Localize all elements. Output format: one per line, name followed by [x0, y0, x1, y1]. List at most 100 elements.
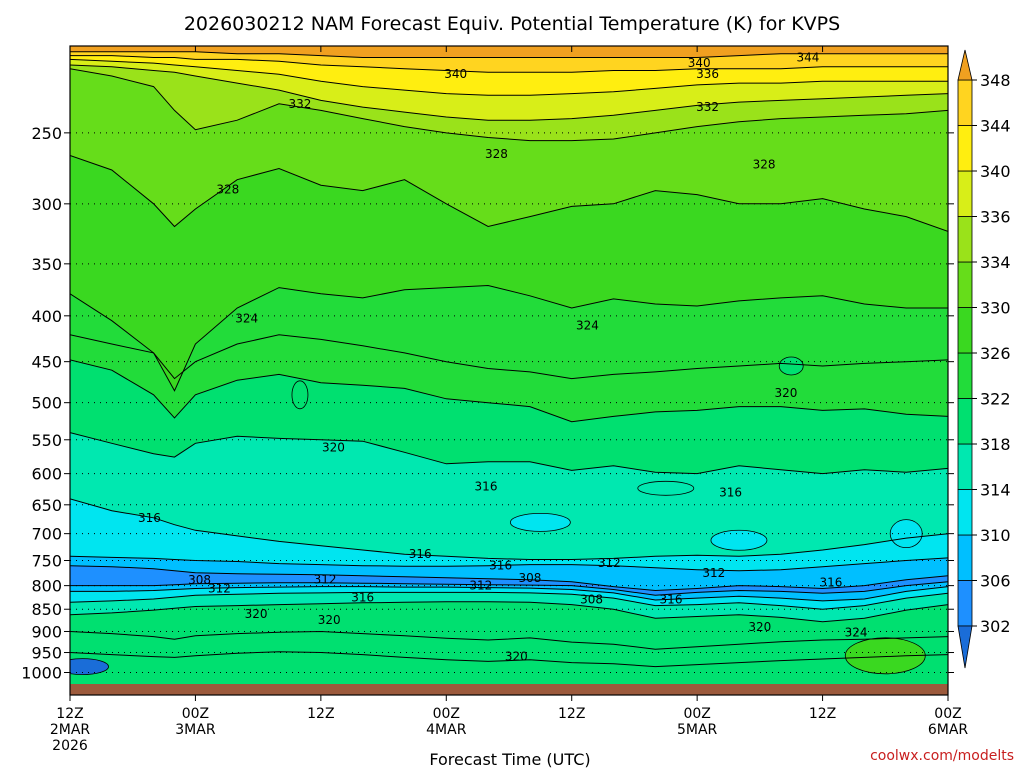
colorbar-segment-11 — [957, 79, 973, 126]
colorbar-label-330: 330 — [980, 299, 1011, 318]
contour-line — [70, 555, 948, 572]
theta-band-lower-318 — [70, 601, 948, 686]
y-tick-label-800: 800 — [31, 577, 62, 596]
colorbar-segment-1 — [957, 534, 973, 581]
colorbar-label-314: 314 — [980, 481, 1011, 500]
colorbar-segment-6 — [957, 307, 973, 354]
warm-blob — [844, 637, 926, 675]
contour-label-25: 312 — [469, 579, 492, 593]
colorbar-label-340: 340 — [980, 162, 1011, 181]
contour-label-20: 308 — [188, 573, 211, 587]
contour-label-17: 316 — [489, 559, 512, 573]
y-tick-label-700: 700 — [31, 525, 62, 544]
x-tick-label-5-line2: 5MAR — [677, 722, 718, 738]
theta-band-306 — [70, 556, 948, 591]
contour-label-8: 328 — [216, 182, 239, 196]
theta-band-310 — [70, 586, 948, 610]
contour-label-0: 344 — [796, 51, 819, 65]
colorbar-label-318: 318 — [980, 435, 1011, 454]
colorbar-segment-4 — [957, 398, 973, 445]
contour-label-18: 312 — [598, 556, 621, 570]
contour-label-7: 328 — [753, 157, 776, 171]
y-tick-label-1000: 1000 — [21, 663, 62, 682]
contour-line — [70, 586, 948, 602]
x-tick-label-2-line1: 12Z — [307, 706, 334, 722]
contour-line — [70, 58, 948, 96]
theta-band-348 — [70, 46, 948, 58]
theta-band-334 — [70, 65, 948, 141]
contour-line — [70, 581, 948, 596]
contour-label-32: 324 — [845, 625, 868, 639]
contour-label-21: 312 — [314, 573, 337, 587]
y-tick-label-400: 400 — [31, 307, 62, 326]
theta-band-344 — [70, 51, 948, 73]
contour-line — [70, 155, 948, 232]
moist-blob — [889, 519, 923, 549]
theta-band-318 — [70, 359, 948, 474]
contour-line — [70, 651, 948, 668]
colorbar-extend-top — [957, 49, 973, 81]
contour-label-24: 312 — [208, 582, 231, 596]
contour-line — [70, 68, 948, 142]
colorbar-label-344: 344 — [980, 117, 1011, 136]
contour-line — [70, 630, 948, 650]
moist-blob — [291, 380, 309, 410]
theta-band-322 — [70, 285, 948, 422]
x-tick-label-6-line1: 12Z — [809, 706, 836, 722]
contour-label-15: 316 — [138, 511, 161, 525]
contour-label-29: 320 — [245, 607, 268, 621]
x-tick-label-3-line2: 4MAR — [426, 722, 467, 738]
theta-band-302 — [70, 565, 948, 596]
contour-label-6: 328 — [485, 147, 508, 161]
contour-label-11: 320 — [775, 386, 798, 400]
contour-line — [70, 64, 948, 121]
contour-label-10: 324 — [576, 318, 599, 332]
y-tick-label-950: 950 — [31, 644, 62, 663]
colorbar-segment-8 — [957, 216, 973, 263]
contour-label-5: 332 — [696, 100, 719, 114]
theta-band-330 — [70, 68, 948, 232]
contour-label-31: 320 — [748, 620, 771, 634]
colorbar-label-310: 310 — [980, 526, 1011, 545]
y-tick-label-300: 300 — [31, 195, 62, 214]
contour-line — [70, 359, 948, 423]
theta-band-314 — [70, 432, 948, 560]
y-tick-label-850: 850 — [31, 600, 62, 619]
contour-line — [70, 601, 948, 623]
x-tick-label-3-line1: 00Z — [433, 706, 460, 722]
moist-blob — [778, 356, 804, 376]
contour-label-3: 340 — [444, 67, 467, 81]
contour-label-12: 320 — [322, 440, 345, 454]
contour-line — [70, 334, 948, 380]
contour-label-9: 324 — [235, 312, 258, 326]
x-tick-label-1-line1: 00Z — [182, 706, 209, 722]
contour-line — [70, 591, 948, 610]
cold-pool-blob — [70, 658, 109, 676]
ground-strip — [70, 684, 948, 695]
moist-blob — [509, 512, 571, 532]
theta-band-340 — [70, 55, 948, 96]
colorbar-segment-0 — [957, 580, 973, 627]
y-tick-label-550: 550 — [31, 431, 62, 450]
credit-text: coolwx.com/modelts — [870, 748, 1014, 764]
theta-band-326 — [70, 155, 948, 391]
contour-label-27: 316 — [351, 591, 374, 605]
y-tick-label-500: 500 — [31, 394, 62, 413]
y-tick-label-600: 600 — [31, 465, 62, 484]
plot-area — [70, 46, 948, 686]
contour-label-23: 316 — [819, 576, 842, 590]
moist-blob — [637, 480, 695, 496]
x-axis-label: Forecast Time (UTC) — [429, 750, 590, 768]
colorbar-label-336: 336 — [980, 208, 1011, 227]
colorbar-segment-5 — [957, 352, 973, 399]
colorbar-segment-2 — [957, 489, 973, 536]
y-tick-label-250: 250 — [31, 124, 62, 143]
colorbar-segment-7 — [957, 261, 973, 308]
contour-label-28: 316 — [660, 592, 683, 606]
x-tick-label-7-line1: 00Z — [934, 706, 961, 722]
plot-frame — [69, 45, 949, 696]
contour-line — [70, 565, 948, 592]
contour-line — [70, 498, 948, 560]
contour-label-16: 316 — [409, 547, 432, 561]
